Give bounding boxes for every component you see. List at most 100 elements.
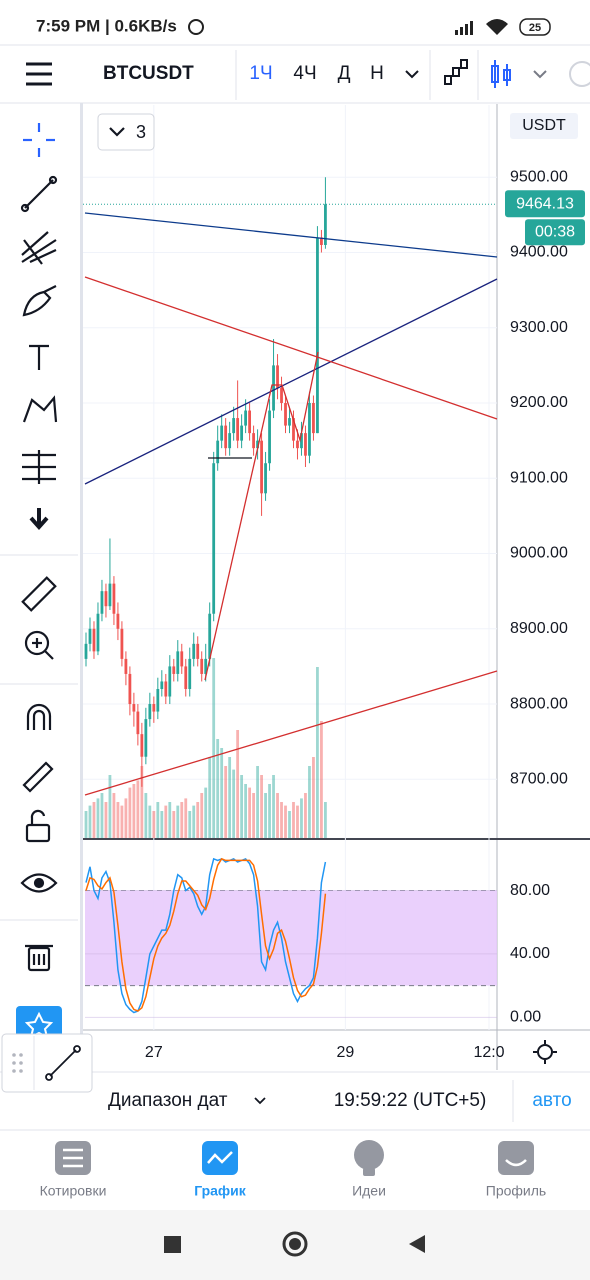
y-tick-label: 9500.00: [510, 168, 568, 185]
delete-tool[interactable]: [25, 944, 53, 972]
recents-button[interactable]: [164, 1236, 181, 1253]
volume-bar: [124, 798, 128, 838]
volume-bar: [108, 775, 112, 838]
chevron[interactable]: [533, 70, 547, 79]
menu-button[interactable]: [26, 62, 52, 86]
y-tick-label: 9000.00: [510, 545, 568, 562]
candle-body: [304, 433, 307, 456]
nav-label[interactable]: Котировки: [40, 1183, 107, 1199]
more-tools[interactable]: [29, 508, 49, 531]
chart-style-icon[interactable]: [444, 59, 468, 85]
battery-level: 25: [529, 22, 541, 34]
unlock-tool[interactable]: [25, 809, 51, 843]
nav-label[interactable]: Идеи: [352, 1183, 386, 1199]
symbol[interactable]: BTCUSDT: [103, 63, 194, 84]
candle-body: [116, 613, 120, 629]
candle-body: [184, 666, 188, 689]
candle-body: [88, 628, 92, 644]
star-icon: [24, 1011, 54, 1039]
nav-label[interactable]: Профиль: [486, 1183, 546, 1199]
zoom-tool[interactable]: [24, 630, 54, 660]
timeframe[interactable]: 1Ч: [249, 63, 272, 84]
signal-icon: [455, 21, 473, 35]
y-tick-label: 9200.00: [510, 394, 568, 411]
visibility-tool[interactable]: [20, 873, 58, 893]
volume-bar: [292, 802, 295, 838]
volume: [84, 658, 327, 838]
x-tick-label: 29: [336, 1044, 354, 1061]
volume-bar: [164, 805, 168, 838]
ideas-icon[interactable]: [354, 1140, 384, 1170]
candle-body: [228, 433, 232, 449]
chevron[interactable]: [405, 70, 419, 79]
chevron[interactable]: [254, 1097, 266, 1105]
lock-drawings[interactable]: [22, 761, 54, 793]
volume-bar: [264, 793, 267, 838]
profile-icon[interactable]: [498, 1141, 534, 1175]
line-tool[interactable]: [45, 1045, 81, 1081]
crosshair-tool[interactable]: [23, 123, 55, 157]
ruler-tool[interactable]: [21, 576, 57, 612]
candle-body: [180, 651, 184, 667]
candles-icon[interactable]: [491, 60, 511, 88]
indicators-button[interactable]: [97, 113, 155, 151]
candle-body: [192, 643, 196, 659]
volume-bar: [224, 766, 228, 838]
volume-bar: [88, 805, 92, 838]
candle-body: [252, 433, 255, 449]
timeframe[interactable]: Д: [338, 63, 351, 84]
volume-bar: [236, 730, 240, 838]
y-tick-label: 8700.00: [510, 771, 568, 788]
magnet-tool[interactable]: [26, 703, 52, 730]
y-tick-label: 80.00: [510, 882, 550, 899]
prediction-tool[interactable]: [22, 450, 56, 484]
oscillator-line: [85, 857, 327, 1014]
volume-bar: [160, 811, 164, 838]
candle-body: [280, 387, 283, 404]
volume-bar: [184, 798, 188, 838]
settings-teeth: [533, 1040, 557, 1064]
x-tick-label: 12:0: [473, 1044, 504, 1061]
back-button[interactable]: [409, 1235, 425, 1253]
timeframe[interactable]: Н: [370, 63, 384, 84]
add-button[interactable]: [569, 61, 590, 87]
volume-bar: [304, 793, 307, 838]
candle-body: [148, 704, 152, 720]
volume-bar: [92, 802, 96, 838]
candle-body: [140, 734, 144, 757]
settings-icon[interactable]: [537, 1044, 553, 1060]
home-button[interactable]: [282, 1231, 308, 1257]
candle-body: [84, 643, 88, 659]
volume-bar: [288, 811, 291, 838]
fib-tool[interactable]: [21, 231, 57, 265]
candle-body: [156, 688, 160, 712]
volume-bar: [252, 793, 255, 838]
candle-body: [172, 666, 176, 674]
volume-bar: [152, 811, 156, 838]
nav-label[interactable]: График: [194, 1183, 247, 1199]
text-tool[interactable]: [29, 344, 49, 370]
timeframe[interactable]: 4Ч: [293, 63, 316, 84]
trend-line-tool[interactable]: [20, 175, 58, 213]
candle-body: [200, 658, 204, 674]
floating-toolbar[interactable]: [1, 1033, 93, 1093]
volume-bar: [296, 805, 299, 838]
candle-body: [92, 628, 96, 652]
volume-bar: [244, 784, 248, 838]
pattern-tool[interactable]: [22, 395, 58, 423]
date-range[interactable]: Диапазон дат: [108, 1090, 228, 1111]
status-time: 7:59 PM | 0.6KB/s: [36, 16, 177, 35]
brush-tool[interactable]: [22, 285, 57, 317]
candle-body: [312, 403, 315, 434]
volume-bar: [256, 766, 259, 838]
favorites-button[interactable]: [16, 1006, 62, 1042]
volume-bar: [136, 780, 140, 838]
volume-bar: [272, 775, 275, 838]
chart-icon[interactable]: [202, 1141, 238, 1175]
auto-scale[interactable]: авто: [532, 1090, 571, 1111]
candle-body: [108, 583, 112, 607]
candle-body: [204, 658, 208, 674]
candles: [84, 177, 327, 787]
volume-bar: [280, 802, 283, 838]
candle-body: [256, 440, 259, 449]
